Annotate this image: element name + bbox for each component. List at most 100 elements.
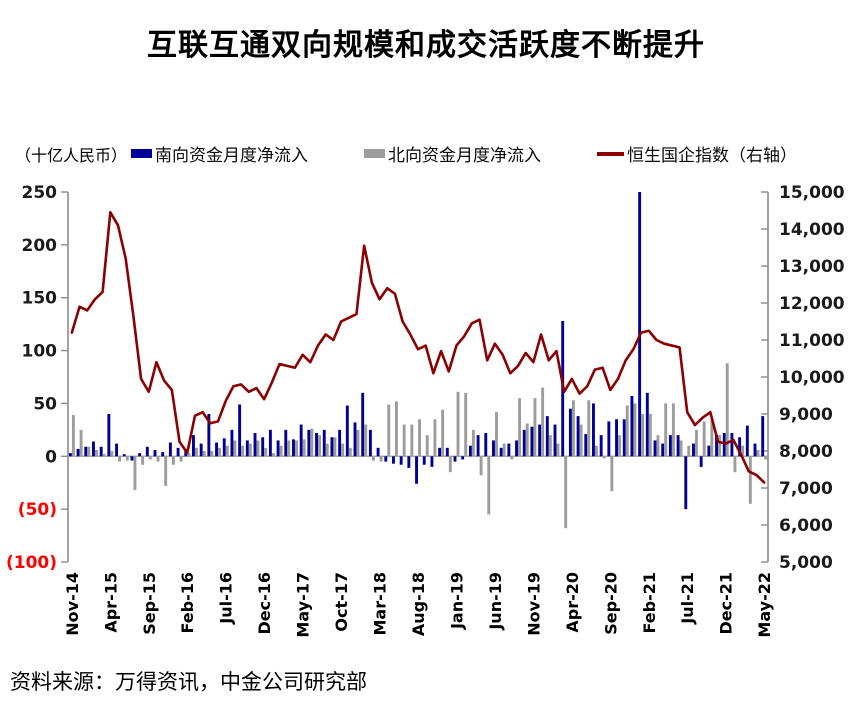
bar (471, 429, 475, 457)
bar (515, 440, 518, 457)
bar (607, 421, 611, 457)
bar (230, 429, 234, 457)
bar (361, 392, 365, 457)
bar (399, 456, 403, 465)
bar (671, 403, 675, 457)
bar (261, 437, 265, 457)
legend-label-southbound: 南向资金月度净流入 (155, 146, 309, 166)
bar (533, 398, 537, 457)
bar (579, 424, 583, 457)
left-axis-label: 150 (22, 289, 58, 309)
bar (525, 423, 529, 457)
bar (79, 429, 83, 457)
bar (422, 456, 426, 465)
bar (622, 419, 626, 457)
bar (95, 449, 98, 457)
bar (238, 404, 242, 457)
bar (556, 443, 560, 457)
bar (264, 447, 268, 457)
bar (92, 441, 95, 457)
bar (248, 443, 252, 457)
bar (692, 443, 695, 457)
bar (215, 442, 218, 457)
bar (618, 435, 621, 457)
bar (284, 429, 288, 457)
bar (345, 405, 349, 457)
bar (530, 426, 534, 457)
bar (645, 392, 649, 457)
legend-swatch-southbound-icon (131, 149, 153, 158)
bar (268, 429, 272, 457)
bar (202, 451, 206, 457)
x-axis-label: Sep-20 (601, 572, 620, 635)
bar (387, 404, 391, 457)
x-axis-label: Feb-21 (640, 572, 659, 634)
bar (353, 422, 357, 457)
right-axis-label: 6,000 (779, 516, 833, 536)
bar (699, 456, 703, 467)
bar (171, 456, 175, 465)
bar (571, 400, 575, 457)
bar (741, 445, 745, 457)
bar (453, 456, 457, 462)
x-axis-label: Nov-19 (524, 572, 543, 636)
bar (687, 445, 691, 457)
bar (468, 445, 472, 457)
bar (195, 447, 198, 457)
bar (310, 428, 314, 457)
bar (122, 454, 126, 457)
bar (638, 192, 642, 457)
bar (341, 443, 345, 457)
bar (133, 456, 137, 491)
bar (499, 447, 503, 457)
bar (187, 453, 191, 457)
bar (315, 433, 318, 457)
bar (338, 429, 342, 457)
bar (118, 456, 121, 462)
bar (102, 454, 106, 457)
x-axis-label: Sep-15 (140, 572, 159, 635)
axis-unit-label: （十亿人民币） (15, 145, 128, 165)
x-axis-label: Jul-16 (217, 572, 236, 625)
chart-title: 互联互通双向规模和成交活跃度不断提升 (147, 28, 705, 63)
bar (538, 424, 542, 457)
bar (733, 456, 737, 473)
bar (664, 403, 668, 457)
bar (287, 440, 291, 457)
bar (518, 398, 521, 457)
bar (433, 419, 437, 457)
legend-item-hscei: 恒生国企指数（右轴） (597, 141, 797, 166)
bar (584, 434, 588, 457)
bar (553, 424, 557, 457)
hscei-line (70, 211, 766, 484)
left-axis-label: (50) (18, 500, 57, 520)
bar (164, 456, 168, 486)
bar (492, 440, 495, 457)
bar (145, 446, 149, 457)
legend-label-northbound: 北向资金月度净流入 (388, 146, 542, 166)
bar (110, 451, 114, 457)
bar (245, 440, 249, 457)
source-note: 资料来源：万得资讯，中金公司研究部 (10, 670, 367, 694)
x-axis-labels: Nov-14 Apr-15 Sep-15 Feb-16 Jul-16 Dec-16 May-… (63, 572, 774, 638)
bar (738, 437, 742, 457)
bar (384, 456, 388, 462)
bar (745, 425, 749, 457)
bar (161, 452, 165, 457)
x-axis-label: Dec-16 (255, 572, 274, 635)
bar (295, 440, 298, 457)
bar (461, 456, 465, 460)
bar (392, 456, 395, 464)
bar (407, 456, 411, 468)
right-axis: 15,000 14,000 13,000 12,000 11,000 10,000 9,00… (761, 183, 845, 573)
right-axis-label: 11,000 (779, 331, 845, 351)
bar (253, 433, 257, 457)
bar (376, 447, 380, 457)
right-axis-label: 10,000 (779, 368, 845, 388)
legend-item-northbound: 北向资金月度净流入 (364, 141, 541, 166)
bar (748, 456, 752, 504)
bar (410, 424, 414, 457)
left-axis-label: 100 (22, 342, 58, 362)
bar (695, 429, 698, 457)
